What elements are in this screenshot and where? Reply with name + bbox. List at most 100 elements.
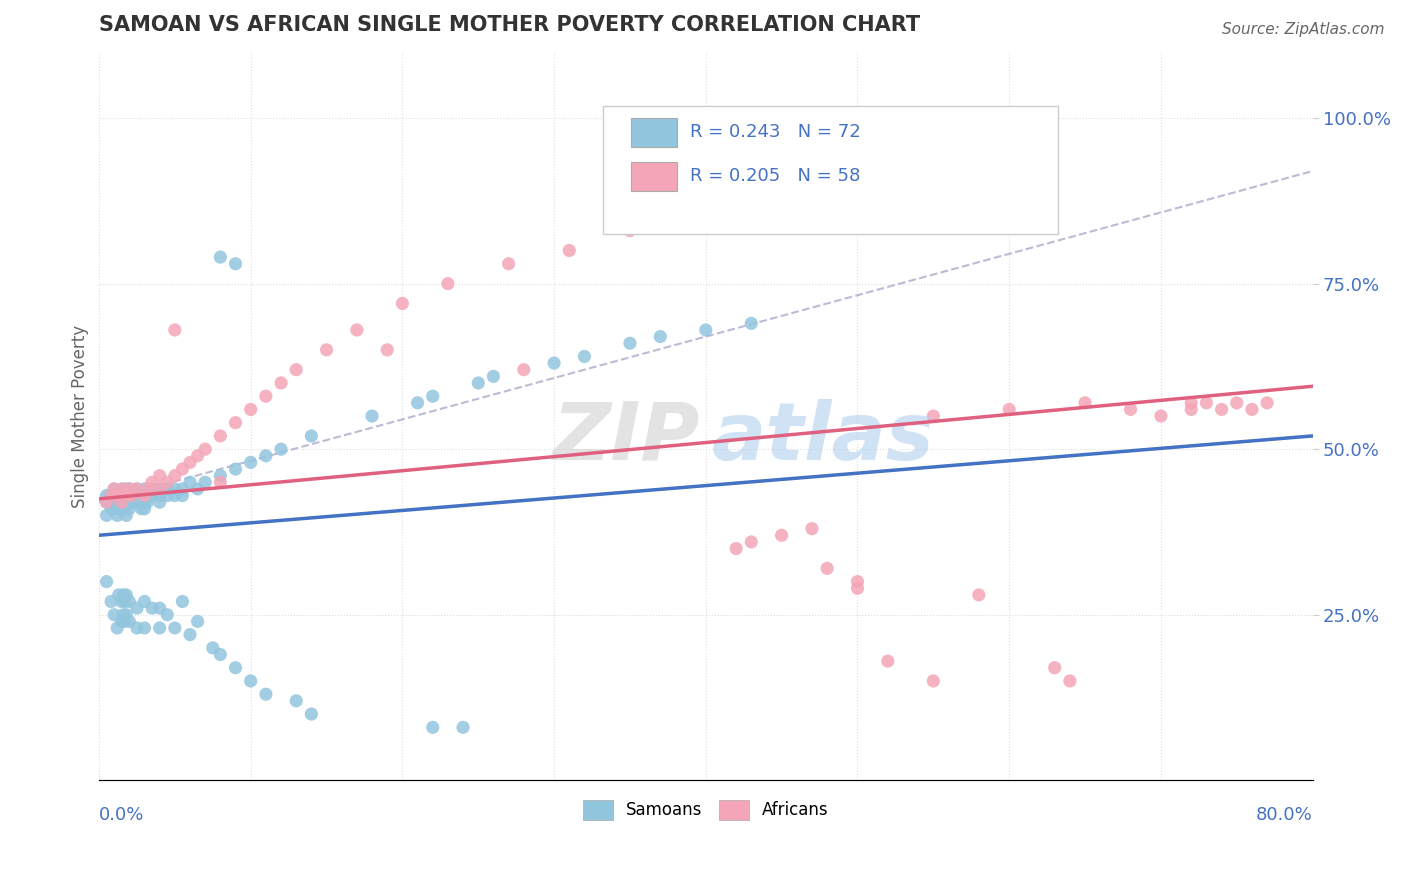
- Point: [100, 489, 122, 503]
- Point: [103, 607, 125, 622]
- Point: [131, 489, 153, 503]
- Point: [141, 475, 163, 490]
- Point: [285, 362, 308, 376]
- Point: [1150, 409, 1173, 423]
- Point: [1119, 402, 1142, 417]
- Point: [125, 482, 148, 496]
- Point: [118, 501, 141, 516]
- Point: [134, 489, 156, 503]
- Point: [187, 615, 209, 629]
- Point: [179, 455, 201, 469]
- Point: [111, 489, 134, 503]
- Text: atlas: atlas: [711, 399, 935, 477]
- Point: [922, 409, 945, 423]
- Text: SAMOAN VS AFRICAN SINGLE MOTHER POVERTY CORRELATION CHART: SAMOAN VS AFRICAN SINGLE MOTHER POVERTY …: [98, 15, 920, 35]
- Legend: Samoans, Africans: Samoans, Africans: [576, 793, 835, 827]
- Point: [103, 482, 125, 496]
- Point: [111, 615, 134, 629]
- Point: [201, 640, 224, 655]
- Point: [740, 317, 762, 331]
- Point: [100, 594, 122, 608]
- Point: [103, 482, 125, 496]
- Point: [1074, 396, 1097, 410]
- Point: [163, 482, 186, 496]
- Point: [172, 594, 194, 608]
- Point: [558, 244, 581, 258]
- Point: [136, 495, 159, 509]
- Point: [125, 482, 148, 496]
- Point: [513, 362, 536, 376]
- Point: [815, 561, 838, 575]
- Point: [134, 495, 156, 509]
- Point: [111, 501, 134, 516]
- Point: [136, 482, 159, 496]
- Point: [96, 495, 118, 509]
- Point: [194, 475, 217, 490]
- Point: [141, 601, 163, 615]
- Point: [105, 508, 128, 523]
- Point: [121, 495, 143, 509]
- Point: [740, 535, 762, 549]
- Point: [125, 489, 148, 503]
- Point: [163, 621, 186, 635]
- Point: [1180, 396, 1202, 410]
- Point: [695, 323, 717, 337]
- Point: [172, 482, 194, 496]
- Point: [876, 654, 898, 668]
- Point: [115, 588, 138, 602]
- Point: [225, 462, 247, 476]
- Point: [114, 489, 136, 503]
- Point: [209, 250, 232, 264]
- Point: [105, 489, 128, 503]
- Point: [998, 402, 1021, 417]
- Text: ZIP: ZIP: [553, 399, 700, 477]
- Point: [375, 343, 398, 357]
- Point: [156, 475, 179, 490]
- Point: [650, 329, 672, 343]
- Point: [118, 594, 141, 608]
- Text: 0.0%: 0.0%: [98, 806, 145, 824]
- Point: [172, 462, 194, 476]
- Point: [115, 482, 138, 496]
- Point: [239, 455, 262, 469]
- Point: [114, 615, 136, 629]
- Point: [391, 296, 413, 310]
- Point: [801, 522, 824, 536]
- Point: [967, 588, 990, 602]
- Point: [96, 489, 118, 503]
- Point: [111, 482, 134, 496]
- Point: [125, 601, 148, 615]
- Point: [846, 574, 869, 589]
- Point: [149, 468, 172, 483]
- Point: [118, 482, 141, 496]
- Point: [134, 482, 156, 496]
- Point: [125, 495, 148, 509]
- Point: [107, 501, 129, 516]
- Point: [103, 501, 125, 516]
- Point: [299, 429, 322, 443]
- Point: [1043, 661, 1066, 675]
- Text: R = 0.205   N = 58: R = 0.205 N = 58: [690, 167, 860, 185]
- Point: [209, 429, 232, 443]
- Point: [105, 621, 128, 635]
- Point: [134, 489, 156, 503]
- Point: [254, 687, 277, 701]
- Point: [136, 489, 159, 503]
- Point: [141, 482, 163, 496]
- Point: [118, 489, 141, 503]
- Point: [156, 607, 179, 622]
- Point: [451, 720, 474, 734]
- Point: [239, 673, 262, 688]
- Y-axis label: Single Mother Poverty: Single Mother Poverty: [72, 325, 89, 508]
- Point: [149, 482, 172, 496]
- Point: [209, 468, 232, 483]
- Point: [770, 528, 793, 542]
- Point: [1211, 402, 1233, 417]
- Point: [112, 588, 135, 602]
- Point: [100, 495, 122, 509]
- Point: [141, 489, 163, 503]
- Point: [922, 673, 945, 688]
- Point: [270, 442, 292, 457]
- Point: [103, 489, 125, 503]
- Point: [498, 257, 520, 271]
